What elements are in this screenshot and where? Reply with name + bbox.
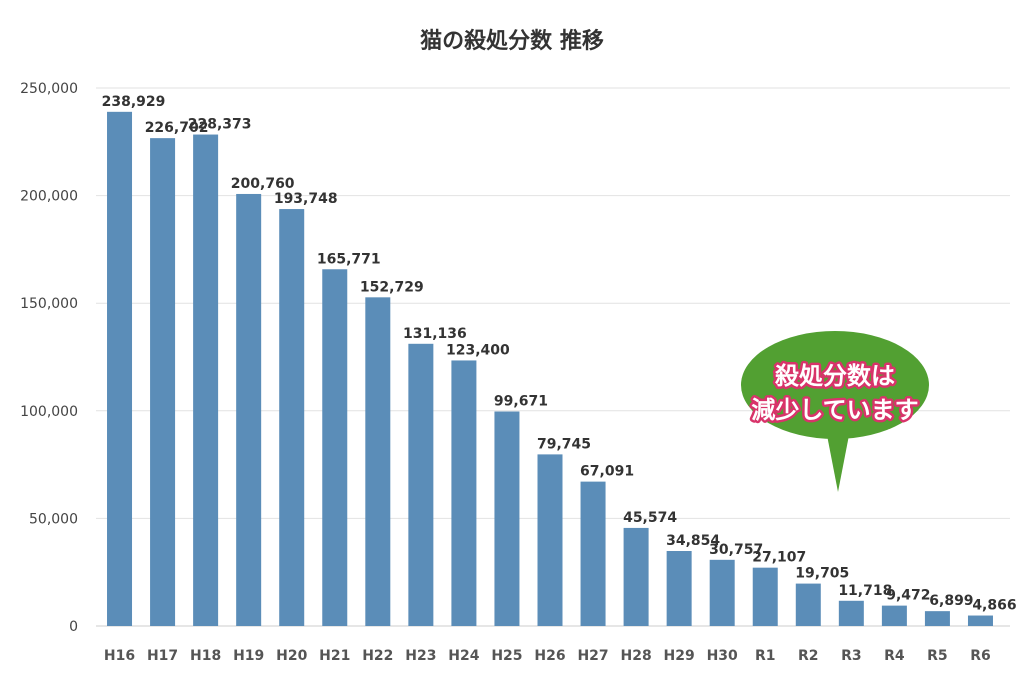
y-tick-label: 250,000 bbox=[20, 81, 78, 97]
speech-bubble: 殺処分数は 減少しています bbox=[741, 331, 929, 492]
data-label: 152,729 bbox=[360, 279, 424, 295]
y-tick-label: 150,000 bbox=[20, 296, 78, 312]
y-axis: 0 50,000 100,000 150,000 200,000 250,000 bbox=[20, 81, 78, 635]
x-tick-label: H20 bbox=[276, 648, 307, 664]
x-tick-label: R3 bbox=[841, 648, 862, 664]
bar-H28 bbox=[623, 527, 649, 626]
bar-R5 bbox=[924, 611, 950, 626]
data-label: 4,866 bbox=[972, 598, 1016, 614]
bar-H23 bbox=[408, 343, 434, 626]
bar-R3 bbox=[838, 600, 864, 626]
y-tick-label: 200,000 bbox=[20, 189, 78, 205]
x-tick-label: H19 bbox=[233, 648, 264, 664]
bar-H17 bbox=[150, 138, 176, 626]
data-label: 123,400 bbox=[446, 342, 510, 358]
x-tick-label: H16 bbox=[104, 648, 135, 664]
speech-bubble-tail bbox=[826, 430, 850, 492]
x-tick-label: R5 bbox=[927, 648, 948, 664]
x-tick-label: H27 bbox=[577, 648, 608, 664]
data-label: 238,929 bbox=[102, 94, 166, 110]
bar-H30 bbox=[709, 559, 735, 626]
x-tick-label: H26 bbox=[534, 648, 565, 664]
bar-H24 bbox=[451, 360, 477, 626]
data-label: 193,748 bbox=[274, 191, 338, 207]
bar-H26 bbox=[537, 454, 563, 626]
bar-R2 bbox=[795, 583, 821, 626]
x-tick-label: H23 bbox=[405, 648, 436, 664]
x-tick-label: H28 bbox=[620, 648, 651, 664]
bubble-text-line2: 減少しています bbox=[751, 396, 918, 424]
bar-R1 bbox=[752, 567, 778, 626]
data-label: 9,472 bbox=[886, 588, 930, 604]
bar-H29 bbox=[666, 550, 692, 626]
data-label: 27,107 bbox=[752, 550, 806, 566]
bar-H21 bbox=[322, 269, 348, 626]
data-label: 226,702 bbox=[145, 120, 209, 136]
bar-H16 bbox=[107, 111, 133, 627]
data-label: 30,757 bbox=[709, 542, 763, 558]
bar-H27 bbox=[580, 481, 606, 626]
x-tick-label: H17 bbox=[147, 648, 178, 664]
bar-H19 bbox=[236, 193, 262, 626]
x-tick-label: R4 bbox=[884, 648, 905, 664]
bar-H22 bbox=[365, 297, 391, 626]
bar-H25 bbox=[494, 411, 520, 626]
data-label: 6,899 bbox=[929, 593, 973, 609]
chart-title: 猫の殺処分数 推移 bbox=[420, 28, 604, 54]
data-label: 228,373 bbox=[188, 117, 252, 133]
bar-R6 bbox=[967, 615, 993, 626]
x-tick-label: R1 bbox=[755, 648, 776, 664]
bar-H20 bbox=[279, 209, 305, 626]
data-label: 131,136 bbox=[403, 326, 467, 342]
data-label: 200,760 bbox=[231, 176, 295, 192]
speech-bubble-body bbox=[741, 331, 929, 439]
data-label: 11,718 bbox=[838, 583, 892, 599]
data-label: 99,671 bbox=[494, 394, 548, 410]
bar-H18 bbox=[193, 134, 219, 626]
x-tick-label: H30 bbox=[707, 648, 738, 664]
y-tick-label: 50,000 bbox=[29, 511, 78, 527]
x-tick-label: R6 bbox=[970, 648, 991, 664]
x-tick-label: H24 bbox=[448, 648, 479, 664]
y-tick-label: 0 bbox=[69, 619, 78, 635]
data-label: 34,854 bbox=[666, 533, 720, 549]
data-label: 79,745 bbox=[537, 436, 591, 452]
data-label: 45,574 bbox=[623, 510, 677, 526]
x-tick-label: H21 bbox=[319, 648, 350, 664]
bar-R4 bbox=[881, 605, 907, 626]
data-label: 19,705 bbox=[795, 566, 849, 582]
bubble-text-line1: 殺処分数は bbox=[775, 362, 895, 390]
data-label: 165,771 bbox=[317, 251, 381, 267]
x-tick-label: H22 bbox=[362, 648, 393, 664]
x-tick-label: H29 bbox=[664, 648, 695, 664]
y-tick-label: 100,000 bbox=[20, 404, 78, 420]
data-label: 67,091 bbox=[580, 464, 634, 480]
x-axis: H16 H17 H18 H19 H20 H21 H22 H23 H24 H25 H26 H27 H28 H… bbox=[104, 648, 991, 664]
x-tick-label: H18 bbox=[190, 648, 221, 664]
bars bbox=[107, 111, 993, 627]
x-tick-label: H25 bbox=[491, 648, 522, 664]
x-tick-label: R2 bbox=[798, 648, 819, 664]
